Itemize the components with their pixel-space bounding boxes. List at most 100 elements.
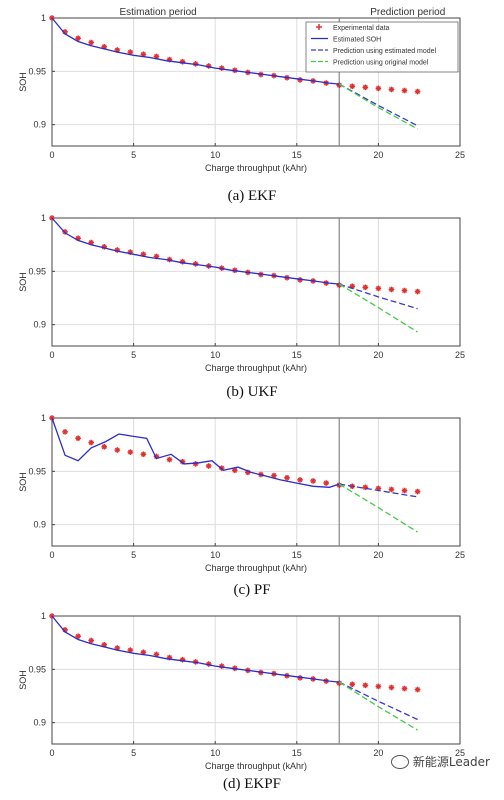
- x-tick-label: 10: [210, 550, 220, 560]
- data-point: [88, 39, 94, 46]
- data-point: [414, 488, 421, 495]
- data-point: [362, 484, 369, 491]
- y-axis-label: SOH: [18, 670, 28, 690]
- watermark-text: 新能源Leader: [412, 755, 490, 769]
- chart-b: 0 5 10 15 20 25 0.9 0.95 1 Charge throughput (kAh…: [18, 213, 465, 373]
- x-axis-label: Charge throughput (kAhr): [205, 163, 307, 173]
- chart-d: 0 5 10 15 20 25 0.9 0.95 1 Charge throughput (kAh…: [18, 611, 465, 771]
- legend-label-experimental: Experimental data: [333, 25, 390, 32]
- data-point: [75, 35, 81, 42]
- data-point: [75, 435, 81, 442]
- estimated-soh-line: [51, 217, 340, 285]
- plot-frame: [51, 17, 461, 147]
- legend-label-prediction-original: Prediction using original model: [333, 60, 429, 67]
- x-tick-label: 15: [292, 550, 302, 560]
- y-tick-label: 1: [41, 611, 46, 621]
- legend-box: [305, 21, 459, 73]
- data-point: [375, 683, 382, 690]
- chart-panel-b: 0 5 10 15 20 25 0.9 0.95 1 Charge throughput (kAh…: [0, 200, 504, 400]
- estimation-period-label: Estimation period: [119, 7, 196, 18]
- data-point: [88, 637, 94, 644]
- x-tick-label: 25: [455, 350, 465, 360]
- data-point: [140, 451, 147, 458]
- prediction-estimated-line: [339, 483, 418, 498]
- data-point: [75, 633, 81, 640]
- data-point: [414, 288, 421, 295]
- data-point: [388, 486, 395, 493]
- plot-frame: [51, 417, 461, 547]
- caption-b: (b) UKF: [226, 384, 278, 400]
- data-point: [362, 84, 369, 91]
- y-tick-label: 0.9: [33, 718, 46, 728]
- data-point: [140, 51, 147, 58]
- wechat-icon: [390, 754, 409, 769]
- chart-c: 0 5 10 15 20 25 0.9 0.95 1 Charge throughput (kAh…: [18, 413, 465, 573]
- x-tick-label: 0: [49, 350, 54, 360]
- data-point: [192, 461, 199, 467]
- data-point: [88, 439, 94, 446]
- data-point: [388, 286, 395, 293]
- x-tick-label: 15: [292, 150, 302, 160]
- data-point: [388, 86, 395, 93]
- data-point: [114, 447, 121, 453]
- prediction-estimated-line: [338, 283, 418, 310]
- chart-a: 0 5 10 15 20 25 0.9 0.95 1 Charge throughput (kAh…: [18, 7, 465, 173]
- data-point: [414, 88, 421, 95]
- data-point: [62, 429, 68, 435]
- caption-d: (d) EKPF: [223, 776, 281, 792]
- caption-c: (c) PF: [233, 582, 271, 598]
- legend-label-estimated-soh: Estimated SOH: [333, 37, 381, 44]
- data-point: [362, 284, 369, 291]
- x-axis-label: Charge throughput (kAhr): [205, 761, 307, 771]
- x-tick-label: 15: [292, 748, 302, 758]
- prediction-estimated-line: [338, 681, 418, 721]
- data-point: [323, 480, 329, 486]
- y-tick-label: 0.9: [33, 320, 46, 330]
- data-point: [284, 474, 290, 481]
- prediction-original-line: [338, 681, 418, 731]
- watermark: 新能源Leader: [390, 753, 490, 770]
- data-point: [297, 477, 303, 483]
- data-point: [127, 449, 134, 455]
- estimated-soh-line: [51, 417, 340, 488]
- y-tick-label: 1: [41, 413, 46, 423]
- data-point: [401, 87, 408, 94]
- prediction-original-line: [338, 483, 418, 533]
- data-point: [375, 285, 382, 292]
- data-point: [349, 83, 356, 90]
- x-tick-label: 25: [455, 150, 465, 160]
- data-point: [388, 684, 395, 691]
- x-tick-label: 20: [373, 550, 383, 560]
- y-axis-label: SOH: [18, 72, 28, 92]
- x-tick-label: 0: [49, 550, 54, 560]
- x-tick-label: 10: [210, 150, 220, 160]
- y-tick-label: 0.9: [33, 520, 46, 530]
- data-point: [362, 682, 369, 689]
- x-tick-label: 5: [131, 748, 136, 758]
- caption-a: (a) EKF: [227, 188, 277, 204]
- estimated-soh-line: [51, 17, 340, 85]
- chart-panel-a: 0 5 10 15 20 25 0.9 0.95 1 Charge throughput (kAh…: [0, 0, 504, 204]
- y-tick-label: 0.95: [28, 664, 46, 674]
- x-tick-label: 5: [131, 350, 136, 360]
- y-tick-label: 0.9: [33, 120, 46, 130]
- legend-marker-experimental: [316, 24, 322, 30]
- y-axis-label: SOH: [18, 272, 28, 292]
- chart-panel-d: 0 5 10 15 20 25 0.9 0.95 1 Charge throughput (kAh…: [0, 598, 504, 798]
- x-tick-label: 15: [292, 350, 302, 360]
- plot-frame: [51, 615, 461, 745]
- x-tick-label: 25: [455, 748, 465, 758]
- estimated-soh-line: [51, 615, 340, 683]
- x-tick-label: 0: [49, 150, 54, 160]
- x-tick-label: 20: [373, 150, 383, 160]
- y-tick-label: 1: [41, 13, 46, 23]
- x-tick-label: 10: [210, 350, 220, 360]
- x-tick-label: 5: [131, 550, 136, 560]
- data-point: [166, 456, 173, 463]
- prediction-period-label: Prediction period: [370, 7, 445, 18]
- x-axis-label: Charge throughput (kAhr): [205, 363, 307, 373]
- data-point: [101, 444, 108, 450]
- data-point: [205, 463, 212, 469]
- prediction-original-line: [338, 283, 418, 333]
- y-tick-label: 0.95: [28, 66, 46, 76]
